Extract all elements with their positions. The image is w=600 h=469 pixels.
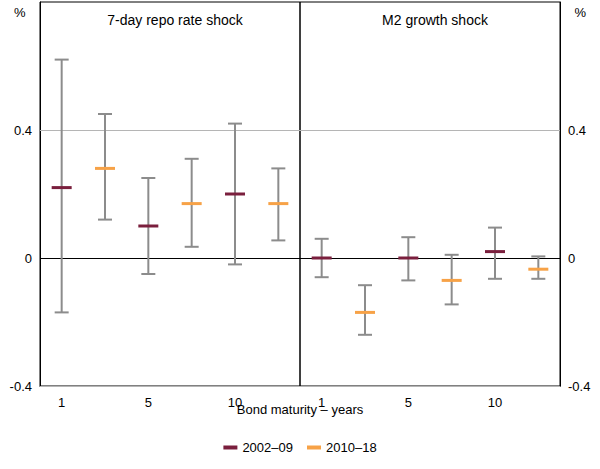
svg-text:10: 10 [488, 395, 502, 410]
svg-text:2002–09: 2002–09 [242, 440, 293, 455]
svg-text:-0.4: -0.4 [10, 379, 32, 394]
svg-text:M2 growth shock: M2 growth shock [382, 12, 489, 28]
svg-text:2010–18: 2010–18 [326, 440, 377, 455]
svg-text:7-day repo rate shock: 7-day repo rate shock [107, 12, 243, 28]
svg-text:1: 1 [58, 395, 65, 410]
svg-text:5: 5 [405, 395, 412, 410]
svg-text:0.4: 0.4 [568, 123, 586, 138]
svg-text:0: 0 [568, 251, 575, 266]
svg-text:1: 1 [318, 395, 325, 410]
svg-text:-0.4: -0.4 [568, 379, 590, 394]
svg-text:%: % [574, 5, 586, 20]
svg-text:5: 5 [145, 395, 152, 410]
svg-text:%: % [14, 5, 26, 20]
svg-text:10: 10 [228, 395, 242, 410]
svg-text:Bond maturity – years: Bond maturity – years [237, 402, 364, 417]
svg-text:0: 0 [25, 251, 32, 266]
svg-text:0.4: 0.4 [14, 123, 32, 138]
